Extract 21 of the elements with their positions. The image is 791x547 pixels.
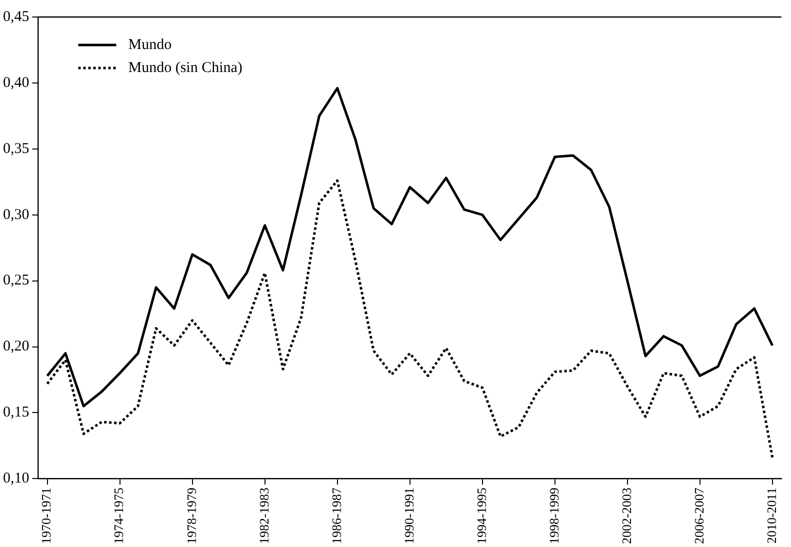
y-tick-label: 0,40 [3,74,30,91]
x-tick-label: 2002-2003 [618,488,634,544]
legend-label: Mundo (sin China) [128,60,242,76]
x-tick-label: 1986-1987 [328,487,344,544]
x-tick-label: 1994-1995 [474,488,489,544]
legend-label: Mundo [128,36,172,53]
x-tick-label: 1982-1983 [256,488,272,544]
y-tick-label: 0,10 [3,470,30,487]
y-tick-label: 0,35 [3,140,30,157]
x-tick-label: 1990-1991 [401,488,416,544]
y-tick-label: 0,25 [3,272,30,289]
x-tick-label: 2010-2011 [764,488,779,544]
x-tick-label: 1998-1999 [546,488,562,544]
y-tick-label: 0,20 [3,338,30,355]
y-tick-label: 0,15 [3,404,30,421]
y-tick-label: 0,45 [3,8,30,25]
y-tick-label: 0,30 [3,206,30,223]
x-tick-label: 2006-2007 [691,487,706,544]
x-tick-label: 1974-1975 [111,488,126,544]
x-tick-label: 1978-1979 [184,488,199,544]
x-tick-label: 1970-1971 [38,488,54,544]
